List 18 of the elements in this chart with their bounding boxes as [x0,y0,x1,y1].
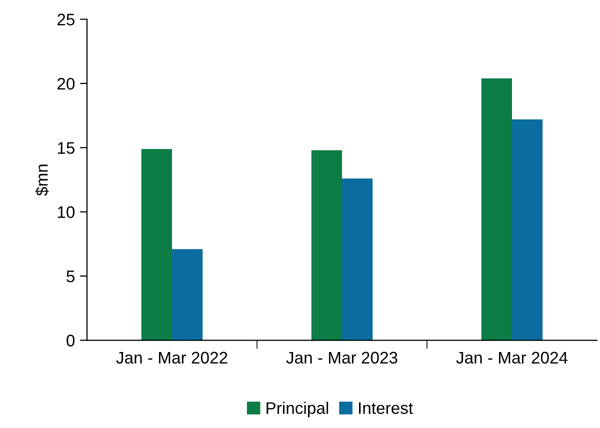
legend-label: Principal [266,402,328,418]
bar [311,150,342,340]
bar [512,119,543,340]
bar [481,78,512,340]
y-tick-label: 5 [66,270,74,282]
x-tick-label: Jan - Mar 2023 [286,352,398,364]
y-tick-label: 20 [57,78,75,90]
bar [141,148,172,340]
y-tick-label: 0 [66,334,75,346]
bar [342,178,373,340]
y-axis-title: $mn [35,164,49,196]
y-tick-label: 10 [58,206,75,218]
x-tick-label: Jan - Mar 2022 [116,352,228,364]
y-tick-label: 15 [58,142,74,154]
y-tick-label: 25 [57,14,74,26]
bar [172,249,203,340]
x-tick-label: Jan - Mar 2024 [456,352,568,364]
legend-label: Interest [359,402,413,414]
